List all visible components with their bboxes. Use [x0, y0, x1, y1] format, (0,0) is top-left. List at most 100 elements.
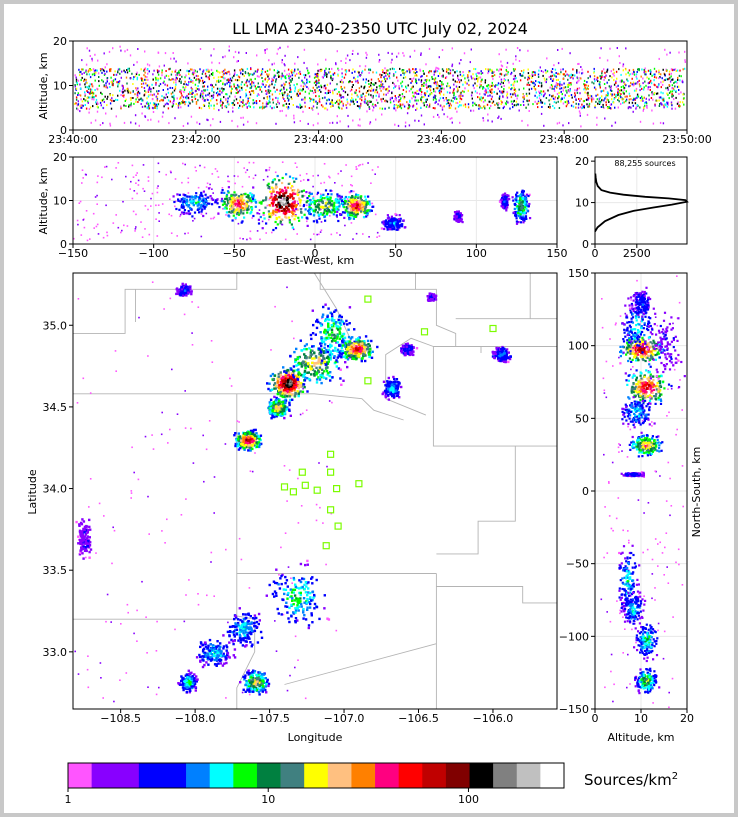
- time-height-source: [100, 69, 102, 72]
- time-height-source: [609, 103, 612, 106]
- time-height-source: [162, 111, 164, 114]
- east-west-density-cell: [302, 179, 305, 181]
- east-west-density-cell: [316, 233, 318, 236]
- time-height-source: [258, 86, 260, 88]
- east-west-density-cell: [299, 201, 302, 204]
- time-height-source: [437, 67, 439, 70]
- time-height-source: [670, 78, 673, 81]
- time-height-source: [500, 103, 502, 106]
- time-height-source: [467, 89, 469, 92]
- time-height-source: [178, 73, 180, 76]
- east-west-density-cell: [259, 215, 262, 219]
- time-height-source: [671, 90, 674, 93]
- time-height-source: [393, 105, 395, 107]
- east-west-density-cell: [265, 232, 267, 234]
- time-height-source: [360, 85, 363, 88]
- time-height-source: [656, 85, 658, 88]
- time-height-source: [649, 86, 651, 89]
- east-west-density-cell: [347, 211, 350, 214]
- time-height-source: [515, 94, 517, 97]
- time-height-source: [561, 47, 563, 50]
- time-height-source: [239, 89, 241, 92]
- time-height-source: [615, 70, 618, 73]
- east-west-density-cell: [502, 199, 505, 202]
- east-west-density-cell: [186, 195, 189, 198]
- time-height-source: [175, 79, 177, 82]
- time-height-source: [577, 103, 580, 106]
- time-height-source: [112, 47, 114, 50]
- time-height-source: [633, 97, 635, 100]
- time-height-source: [633, 70, 635, 73]
- east-west-density-cell: [293, 218, 296, 221]
- time-height-source: [514, 90, 517, 93]
- time-height-source: [643, 86, 645, 89]
- time-height-source: [650, 70, 652, 73]
- east-west-density-cell: [182, 162, 184, 165]
- east-west-density-cell: [309, 213, 312, 216]
- time-height-source: [186, 69, 188, 72]
- time-height-source: [454, 107, 457, 110]
- time-height-source: [426, 90, 428, 93]
- time-height-source: [251, 80, 253, 83]
- time-height-source: [259, 86, 261, 89]
- time-height-source: [421, 91, 423, 93]
- time-height-source: [498, 97, 501, 100]
- east-west-density-cell: [359, 207, 362, 211]
- time-height-source: [683, 67, 686, 70]
- east-west-density-cell: [241, 202, 245, 206]
- east-west-density-cell: [291, 215, 294, 218]
- time-height-source: [522, 93, 524, 96]
- time-height-source: [143, 94, 145, 97]
- east-west-density-cell: [165, 173, 167, 176]
- time-height-source: [126, 82, 128, 85]
- east-west-density-cell: [339, 197, 342, 201]
- time-height-source: [441, 68, 444, 71]
- time-height-source: [318, 100, 321, 103]
- time-height-source: [680, 75, 682, 78]
- east-west-density-cell: [309, 238, 312, 241]
- time-height-source: [172, 96, 174, 99]
- time-height-source: [313, 100, 315, 103]
- time-height-source: [637, 68, 639, 71]
- time-height-source: [554, 85, 556, 88]
- time-height-source: [534, 74, 536, 76]
- time-height-source: [587, 84, 589, 87]
- time-height-source: [440, 87, 442, 90]
- time-height-source: [313, 98, 315, 101]
- time-height-source: [74, 92, 76, 95]
- time-height-source: [271, 80, 273, 83]
- time-height-source: [122, 94, 124, 97]
- east-west-density-cell: [317, 174, 319, 177]
- east-west-density-cell: [359, 203, 362, 206]
- time-height-source: [464, 103, 467, 106]
- time-height-source: [575, 98, 577, 101]
- time-height-source: [85, 107, 88, 110]
- time-height-source: [528, 75, 530, 78]
- time-height-source: [387, 87, 389, 90]
- east-west-density-cell: [268, 198, 271, 200]
- time-height-source: [414, 99, 416, 102]
- east-west-density-cell: [150, 205, 152, 207]
- time-height-source: [540, 93, 543, 96]
- east-west-density-cell: [356, 209, 359, 212]
- time-height-source: [555, 72, 557, 74]
- time-height-source: [165, 74, 168, 77]
- east-west-density-cell: [227, 180, 229, 183]
- time-height-source: [464, 87, 466, 90]
- east-west-density-cell: [284, 186, 287, 189]
- east-west-density-cell: [197, 207, 200, 210]
- time-height-source: [157, 103, 160, 106]
- time-height-source: [437, 83, 439, 86]
- time-height-xtick-label: 23:44:00: [294, 133, 343, 146]
- time-height-source: [212, 94, 215, 97]
- time-height-source: [467, 106, 470, 109]
- time-height-source: [523, 104, 525, 106]
- time-height-source: [653, 92, 656, 94]
- time-height-source: [517, 103, 520, 106]
- time-height-source: [84, 83, 86, 86]
- time-height-source: [268, 100, 270, 102]
- time-height-source: [527, 78, 529, 81]
- time-height-source: [654, 73, 656, 76]
- time-height-source: [299, 89, 301, 92]
- time-height-source: [633, 83, 635, 86]
